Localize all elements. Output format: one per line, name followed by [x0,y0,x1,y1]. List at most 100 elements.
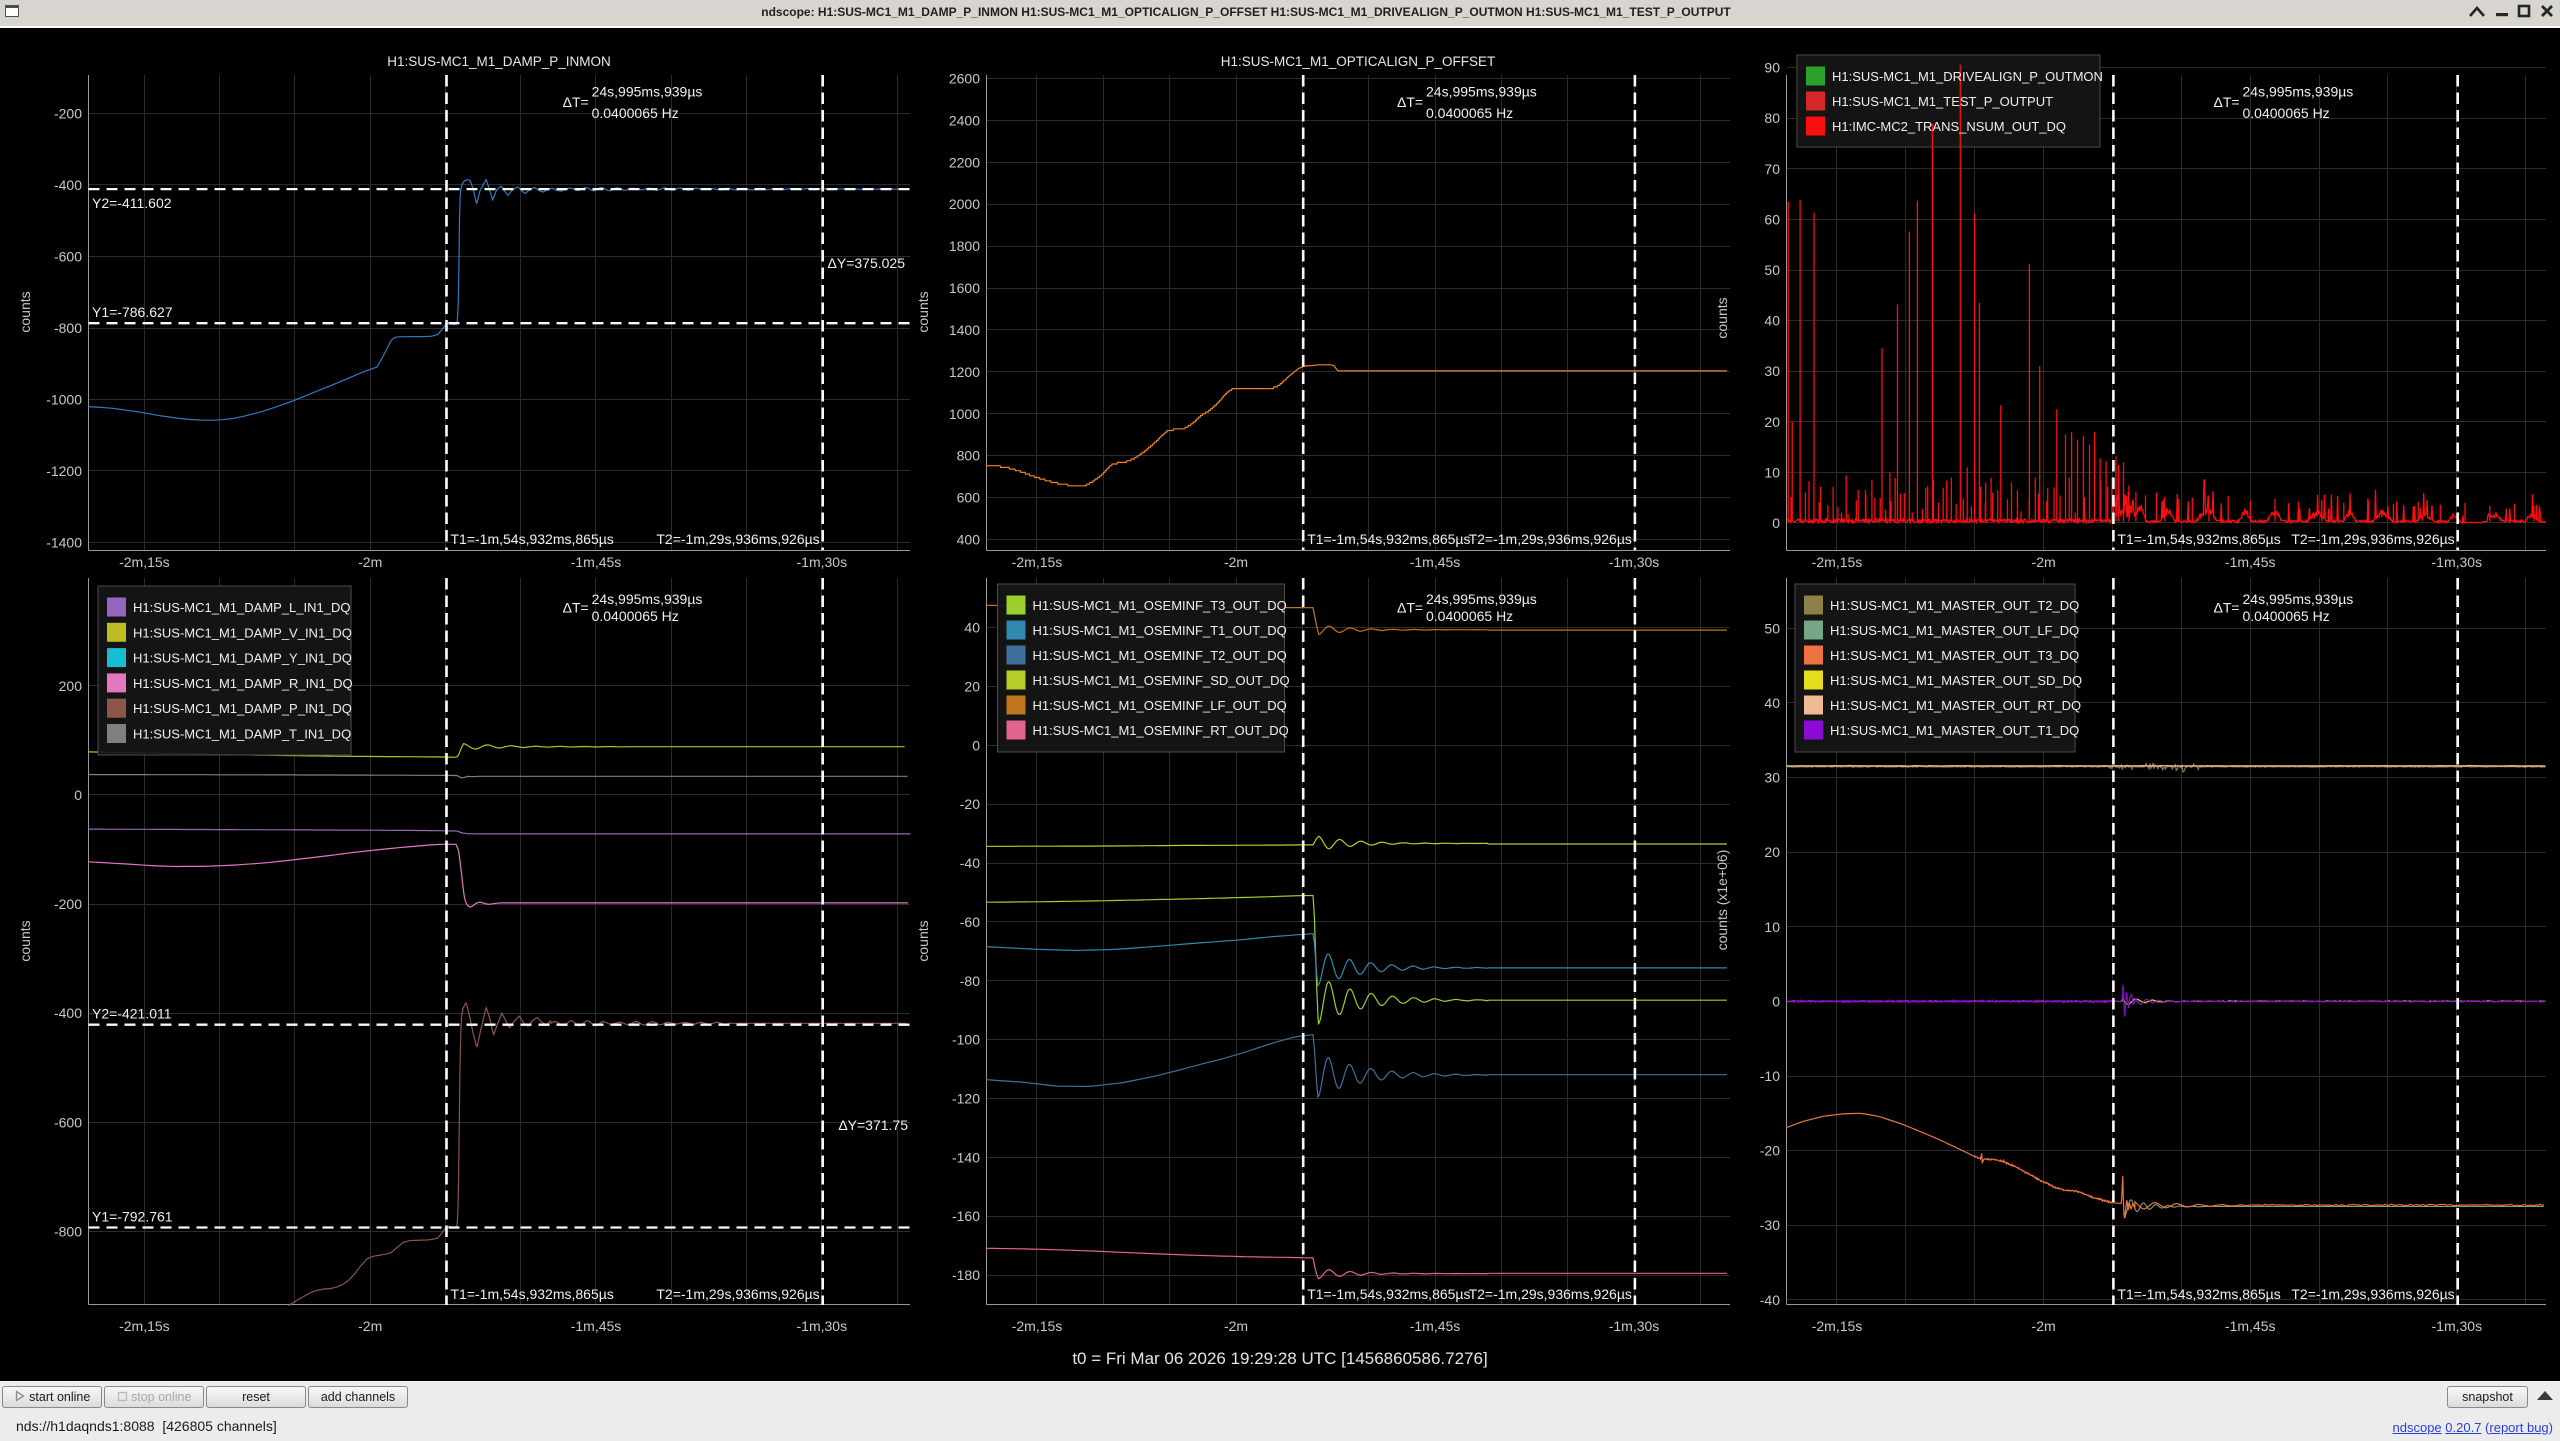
svg-text:-1m,45s: -1m,45s [2225,1318,2276,1334]
svg-text:H1:SUS-MC1_M1_MASTER_OUT_T2_DQ: H1:SUS-MC1_M1_MASTER_OUT_T2_DQ [1830,598,2079,613]
svg-text:H1:SUS-MC1_M1_DAMP_P_IN1_DQ: H1:SUS-MC1_M1_DAMP_P_IN1_DQ [133,701,352,716]
svg-text:T2=-1m,29s,936ms,926µs: T2=-1m,29s,936ms,926µs [2291,531,2454,547]
svg-text:-1m,30s: -1m,30s [1609,1318,1660,1334]
svg-text:T1=-1m,54s,932ms,865µs: T1=-1m,54s,932ms,865µs [451,1286,614,1302]
svg-text:H1:SUS-MC1_M1_MASTER_OUT_RT_DQ: H1:SUS-MC1_M1_MASTER_OUT_RT_DQ [1830,698,2081,713]
svg-text:H1:SUS-MC1_M1_DAMP_T_IN1_DQ: H1:SUS-MC1_M1_DAMP_T_IN1_DQ [133,727,351,742]
svg-text:0: 0 [1772,515,1780,531]
svg-text:50: 50 [1764,262,1780,278]
svg-text:-2m: -2m [1224,554,1248,570]
svg-text:24s,995ms,939µs: 24s,995ms,939µs [1426,84,1537,100]
svg-text:-1m,45s: -1m,45s [571,1318,622,1334]
svg-text:-2m,15s: -2m,15s [1812,1318,1863,1334]
svg-text:-40: -40 [960,855,980,871]
svg-text:-10: -10 [1760,1068,1780,1084]
svg-text:10: 10 [1764,464,1780,480]
svg-text:0: 0 [972,737,980,753]
svg-text:T1=-1m,54s,932ms,865µs: T1=-1m,54s,932ms,865µs [1307,1286,1470,1302]
svg-text:20: 20 [964,679,980,695]
svg-text:30: 30 [1764,770,1780,786]
svg-text:-2m,15s: -2m,15s [1812,554,1863,570]
svg-text:counts: counts [1714,297,1730,338]
svg-text:0.0400065 Hz: 0.0400065 Hz [2243,105,2330,121]
svg-text:T1=-1m,54s,932ms,865µs: T1=-1m,54s,932ms,865µs [451,531,614,547]
svg-text:-2m: -2m [358,1318,382,1334]
svg-text:T1=-1m,54s,932ms,865µs: T1=-1m,54s,932ms,865µs [2117,1286,2280,1302]
svg-text:-40: -40 [1760,1292,1780,1308]
svg-text:70: 70 [1764,161,1780,177]
svg-text:ΔT=: ΔT= [2214,600,2240,616]
svg-text:-2m,15s: -2m,15s [1012,554,1063,570]
svg-text:-180: -180 [952,1267,980,1283]
svg-text:T2=-1m,29s,936ms,926µs: T2=-1m,29s,936ms,926µs [656,1286,819,1302]
svg-text:-400: -400 [54,177,82,193]
svg-text:ΔT=: ΔT= [1397,600,1423,616]
svg-text:-1m,45s: -1m,45s [1410,1318,1461,1334]
svg-text:-1m,45s: -1m,45s [1410,554,1461,570]
svg-text:Y2=-411.602: Y2=-411.602 [92,195,172,211]
svg-text:0.0400065 Hz: 0.0400065 Hz [592,105,679,121]
svg-text:H1:SUS-MC1_M1_OSEMINF_T1_OUT_D: H1:SUS-MC1_M1_OSEMINF_T1_OUT_DQ [1033,623,1287,638]
svg-text:-1000: -1000 [46,392,82,408]
svg-text:T1=-1m,54s,932ms,865µs: T1=-1m,54s,932ms,865µs [1307,531,1470,547]
svg-text:-120: -120 [952,1091,980,1107]
svg-text:1600: 1600 [949,280,980,296]
svg-text:Y1=-792.761: Y1=-792.761 [92,1209,173,1225]
svg-text:80: 80 [1764,110,1780,126]
svg-text:0: 0 [74,787,82,803]
svg-text:ΔY=375.025: ΔY=375.025 [828,255,906,271]
svg-text:-2m: -2m [2032,1318,2056,1334]
svg-text:counts (x1e+06): counts (x1e+06) [1714,850,1730,951]
svg-text:600: 600 [957,490,981,506]
svg-text:T1=-1m,54s,932ms,865µs: T1=-1m,54s,932ms,865µs [2117,531,2280,547]
svg-text:H1:SUS-MC1_M1_DRIVEALIGN_P_OUT: H1:SUS-MC1_M1_DRIVEALIGN_P_OUTMON [1832,69,2103,84]
svg-text:-200: -200 [54,896,82,912]
svg-text:20: 20 [1764,414,1780,430]
svg-text:20: 20 [1764,844,1780,860]
svg-text:24s,995ms,939µs: 24s,995ms,939µs [2243,84,2354,100]
svg-text:1000: 1000 [949,406,980,422]
svg-text:24s,995ms,939µs: 24s,995ms,939µs [1426,591,1537,607]
svg-text:60: 60 [1764,211,1780,227]
svg-text:30: 30 [1764,363,1780,379]
svg-text:-160: -160 [952,1208,980,1224]
svg-text:-2m,15s: -2m,15s [119,554,170,570]
svg-text:H1:SUS-MC1_M1_DAMP_Y_IN1_DQ: H1:SUS-MC1_M1_DAMP_Y_IN1_DQ [133,651,352,666]
svg-text:2400: 2400 [949,112,980,128]
svg-text:-1200: -1200 [46,463,82,479]
svg-text:H1:SUS-MC1_M1_MASTER_OUT_LF_DQ: H1:SUS-MC1_M1_MASTER_OUT_LF_DQ [1830,623,2079,638]
svg-text:24s,995ms,939µs: 24s,995ms,939µs [592,84,703,100]
svg-text:counts: counts [17,291,33,332]
svg-text:2600: 2600 [949,71,980,87]
svg-text:-600: -600 [54,1114,82,1130]
svg-text:ΔY=371.75: ΔY=371.75 [838,1117,908,1133]
svg-text:-2m,15s: -2m,15s [1012,1318,1063,1334]
svg-text:counts: counts [17,920,33,961]
svg-text:-200: -200 [54,106,82,122]
svg-text:H1:SUS-MC1_M1_MASTER_OUT_SD_DQ: H1:SUS-MC1_M1_MASTER_OUT_SD_DQ [1830,673,2082,688]
svg-text:ΔT=: ΔT= [2214,94,2240,110]
svg-text:H1:SUS-MC1_M1_OPTICALIGN_P_OFF: H1:SUS-MC1_M1_OPTICALIGN_P_OFFSET [1221,54,1496,69]
svg-text:H1:SUS-MC1_M1_DAMP_R_IN1_DQ: H1:SUS-MC1_M1_DAMP_R_IN1_DQ [133,676,353,691]
svg-text:H1:SUS-MC1_M1_DAMP_V_IN1_DQ: H1:SUS-MC1_M1_DAMP_V_IN1_DQ [133,625,352,640]
svg-text:-1m,45s: -1m,45s [571,554,622,570]
svg-text:0.0400065 Hz: 0.0400065 Hz [1426,608,1513,624]
svg-text:1800: 1800 [949,238,980,254]
svg-text:-1m,30s: -1m,30s [797,554,848,570]
svg-text:40: 40 [1764,695,1780,711]
svg-text:-2m: -2m [2032,554,2056,570]
svg-text:H1:SUS-MC1_M1_OSEMINF_T3_OUT_D: H1:SUS-MC1_M1_OSEMINF_T3_OUT_DQ [1033,598,1287,613]
svg-text:-140: -140 [952,1149,980,1165]
svg-text:T2=-1m,29s,936ms,926µs: T2=-1m,29s,936ms,926µs [2291,1286,2454,1302]
svg-text:-2m,15s: -2m,15s [119,1318,170,1334]
svg-text:-1m,30s: -1m,30s [1609,554,1660,570]
svg-text:H1:SUS-MC1_M1_OSEMINF_SD_OUT_D: H1:SUS-MC1_M1_OSEMINF_SD_OUT_DQ [1033,673,1290,688]
svg-text:H1:IMC-MC2_TRANS_NSUM_OUT_DQ: H1:IMC-MC2_TRANS_NSUM_OUT_DQ [1832,119,2066,134]
svg-text:-30: -30 [1760,1217,1780,1233]
svg-text:H1:SUS-MC1_M1_MASTER_OUT_T1_DQ: H1:SUS-MC1_M1_MASTER_OUT_T1_DQ [1830,723,2079,738]
svg-text:H1:SUS-MC1_M1_TEST_P_OUTPUT: H1:SUS-MC1_M1_TEST_P_OUTPUT [1832,94,2053,109]
svg-text:H1:SUS-MC1_M1_DAMP_P_INMON: H1:SUS-MC1_M1_DAMP_P_INMON [387,54,611,69]
svg-text:H1:SUS-MC1_M1_OSEMINF_LF_OUT_D: H1:SUS-MC1_M1_OSEMINF_LF_OUT_DQ [1033,698,1287,713]
svg-text:Y1=-786.627: Y1=-786.627 [92,304,173,320]
svg-text:10: 10 [1764,919,1780,935]
